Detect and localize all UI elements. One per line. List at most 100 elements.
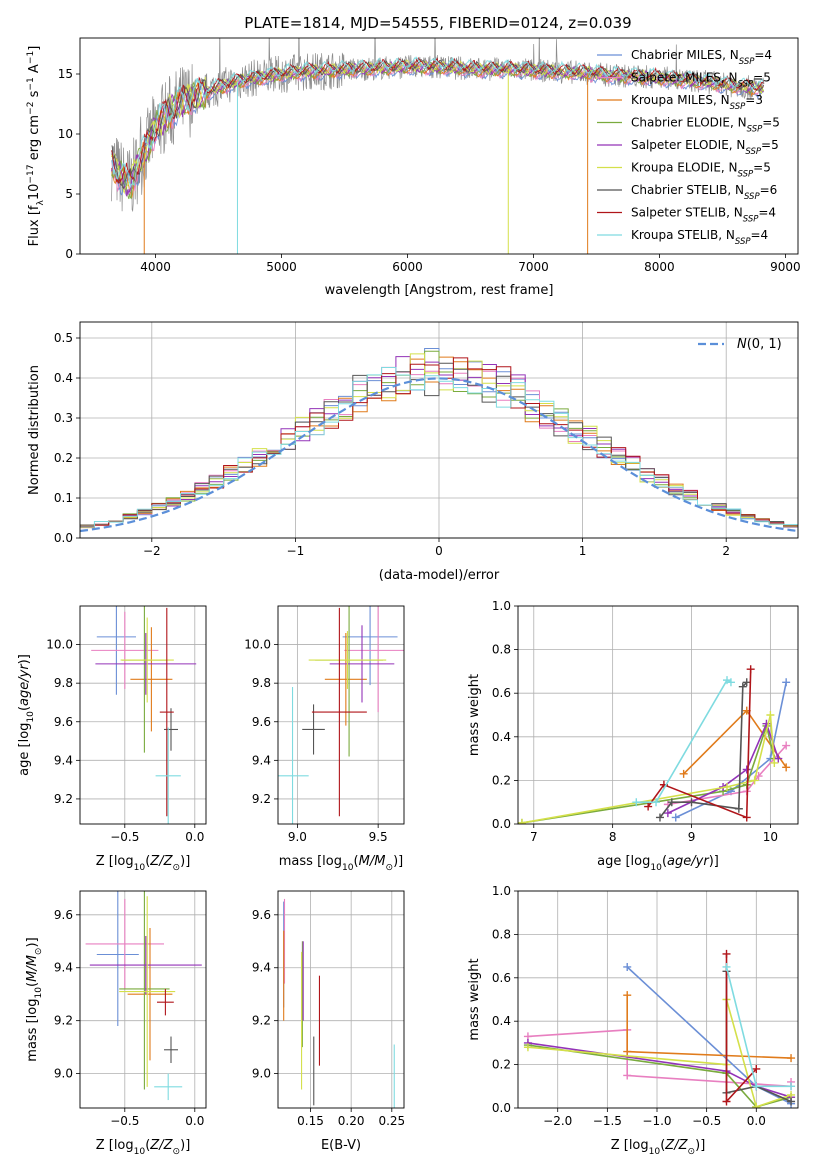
x-axis-label: E(B-V) xyxy=(321,1138,361,1153)
weight-marker xyxy=(623,1047,632,1056)
x-tick-label: 10 xyxy=(763,830,778,844)
weight-marker xyxy=(752,1082,761,1091)
spectrum-frame xyxy=(79,37,799,255)
y-tick-label: 9.8 xyxy=(252,676,271,690)
x-tick-label: 8 xyxy=(609,830,617,844)
axes-spectrum: 4000 5000 6000 7000 8000 9000 0 5 10 15 wavelength… xyxy=(26,46,801,298)
weight-marker xyxy=(723,782,732,791)
axes-mass-vs-Z: −0.5 0.0 9.0 9.2 9.4 9.6 Z [log10(Z/Z⊙)] mass [… xyxy=(25,891,206,1157)
legend-label: Chabrier ELODIE, NSSP=5 xyxy=(631,116,780,135)
x-tick-label: −0.5 xyxy=(110,1114,139,1128)
axes-weight-vs-Z: −2.0 −1.5 −1.0 −0.5 0.0 0.0 0.2 0.4 0.6 0.8 1.0 Z [… xyxy=(467,884,798,1157)
spectrum-data-line xyxy=(111,38,765,213)
weight-marker xyxy=(671,813,680,822)
figure-title: PLATE=1814, MJD=54555, FIBERID=0124, z=0… xyxy=(244,14,631,32)
x-tick-label: −1.5 xyxy=(593,1114,622,1128)
weight-line-ChabrierSTELIB xyxy=(659,681,748,818)
y-tick-label: 0.4 xyxy=(492,730,511,744)
x-axis-label: Z [log10(Z/Z⊙)] xyxy=(96,854,191,873)
weight-marker xyxy=(752,1064,761,1073)
y-tick-label: 9.6 xyxy=(252,715,271,729)
y-tick-label: 0.0 xyxy=(492,1101,511,1115)
histogram-lines xyxy=(80,348,798,533)
y-tick-label: 9.6 xyxy=(54,908,73,922)
legend-label: Chabrier MILES, NSSP=4 xyxy=(631,48,772,67)
x-tick-label: 8000 xyxy=(644,260,675,274)
y-axis-label: age [log10(age/yr)] xyxy=(17,654,36,776)
weight-marker xyxy=(782,741,791,750)
spectrum-model-KroupaMILES xyxy=(111,62,764,198)
x-tick-label: 6000 xyxy=(392,260,423,274)
x-axis-label: mass [log10(M/M⊙)] xyxy=(279,854,403,873)
y-tick-label: 0 xyxy=(65,247,73,261)
x-axis-label: Z [log10(Z/Z⊙)] xyxy=(611,1138,706,1157)
mass-vs-Z-points xyxy=(85,891,202,1101)
x-tick-label: 0.0 xyxy=(185,1114,204,1128)
weight-marker xyxy=(679,769,688,778)
x-tick-label: 5000 xyxy=(266,260,297,274)
weight-marker xyxy=(722,1097,731,1106)
x-tick-label: 0.25 xyxy=(378,1114,405,1128)
weight-marker xyxy=(787,1097,796,1106)
y-tick-label: 10 xyxy=(58,127,73,141)
x-axis-label: wavelength [Angstrom, rest frame] xyxy=(325,283,554,298)
mass-vs-Z-frame xyxy=(79,890,207,1109)
weight-marker xyxy=(652,798,661,807)
y-tick-label: 1.0 xyxy=(492,599,511,613)
y-tick-label: 9.6 xyxy=(252,908,271,922)
weight-marker xyxy=(523,1043,532,1052)
weight-marker xyxy=(663,809,672,818)
x-tick-label: 0.0 xyxy=(185,830,204,844)
weight-line-ChabrierMILES xyxy=(675,682,787,819)
x-tick-label: 9.5 xyxy=(369,830,388,844)
y-tick-label: 1.0 xyxy=(492,884,511,898)
weight-marker xyxy=(770,758,779,767)
y-tick-label: 0.2 xyxy=(54,451,73,465)
y-tick-label: 0.8 xyxy=(492,643,511,657)
normal-curve xyxy=(80,377,798,533)
y-tick-label: 0.6 xyxy=(492,971,511,985)
mass-vs-EBV-points xyxy=(283,898,395,1108)
y-tick-label: 9.2 xyxy=(252,792,271,806)
y-tick-label: 10.0 xyxy=(244,638,271,652)
legend-label: Kroupa MILES, NSSP=3 xyxy=(631,93,763,112)
weight-marker xyxy=(623,991,632,1000)
y-tick-label: 9.2 xyxy=(54,792,73,806)
weight-marker xyxy=(787,1054,796,1063)
y-tick-label: 9.0 xyxy=(252,1067,271,1081)
y-tick-label: 0.3 xyxy=(54,411,73,425)
weight-vs-age-frame xyxy=(517,605,799,825)
weight-marker xyxy=(738,682,747,691)
weight-marker xyxy=(782,678,791,687)
legend-label: Kroupa STELIB, NSSP=4 xyxy=(631,228,768,247)
y-tick-label: 0.0 xyxy=(492,817,511,831)
weight-marker xyxy=(655,813,664,822)
y-tick-label: 0.2 xyxy=(492,1058,511,1072)
weight-marker xyxy=(722,962,731,971)
y-axis-label: mass [log10(M/M⊙)] xyxy=(25,937,44,1061)
age-vs-Z-frame xyxy=(79,605,207,825)
weight-marker xyxy=(746,665,755,674)
weight-vs-Z-frame xyxy=(517,890,799,1109)
x-axis-label: Z [log10(Z/Z⊙)] xyxy=(96,1138,191,1157)
weight-vs-age-lines xyxy=(518,665,791,824)
weight-marker xyxy=(750,776,759,785)
y-axis-label: Flux [fλ10−17 erg cm−2 s−1 A−1] xyxy=(26,46,46,247)
weight-marker xyxy=(782,763,791,772)
x-tick-label: −0.5 xyxy=(692,1114,721,1128)
x-tick-label: −1 xyxy=(287,544,305,558)
residuals-frame xyxy=(79,321,799,539)
spectrum-model-SalpeterELODIE xyxy=(111,59,765,197)
weight-marker xyxy=(687,798,696,807)
spectrum-lines xyxy=(111,38,765,254)
y-tick-label: 9.4 xyxy=(54,753,73,767)
legend-label: Chabrier STELIB, NSSP=6 xyxy=(631,183,777,202)
x-tick-label: 1 xyxy=(579,544,587,558)
age-vs-mass-frame xyxy=(277,605,405,825)
x-axis-label: age [log10(age/yr)] xyxy=(597,854,719,873)
weight-line-KroupaMILES xyxy=(626,995,792,1059)
age-vs-mass-points xyxy=(278,606,404,824)
x-tick-label: 0.0 xyxy=(747,1114,766,1128)
x-tick-label: 7000 xyxy=(518,260,549,274)
